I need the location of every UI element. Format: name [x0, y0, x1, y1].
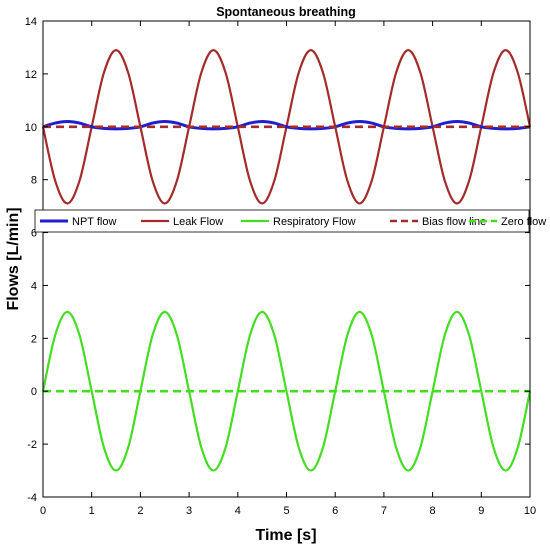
- legend-box: [34, 209, 530, 233]
- plot-frame: [42, 20, 531, 498]
- x-tick-label: 8: [430, 505, 436, 517]
- x-tick-label: 0: [40, 505, 46, 517]
- y-tick-label: 2: [31, 333, 37, 345]
- y-tick-label: 0: [31, 386, 37, 398]
- x-tick-label: 2: [137, 505, 143, 517]
- series-line-npt-flow: [42, 119, 531, 131]
- x-tick-label: 10: [524, 505, 536, 517]
- chart-title: Spontaneous breathing: [216, 5, 356, 19]
- x-axis: 0 1 2 3 4 5 6 7 8 9 10: [40, 21, 536, 517]
- legend-label-respiratory-flow: Respiratory Flow: [273, 216, 356, 228]
- y-tick-label: -4: [27, 492, 37, 504]
- y-axis: -4 -2 0 2 4 6 8 10 12 14: [25, 16, 530, 504]
- y-tick-label: 14: [25, 16, 37, 28]
- legend-label-npt-flow: NPT flow: [72, 216, 116, 228]
- x-tick-label: 5: [283, 505, 289, 517]
- y-axis-label: Flows [L/min]: [5, 207, 22, 310]
- y-tick-label: 8: [31, 175, 37, 187]
- y-tick-label: 6: [31, 228, 37, 240]
- x-tick-label: 6: [332, 505, 338, 517]
- y-tick-label: 10: [25, 122, 37, 134]
- legend-label-leak-flow: Leak Flow: [173, 216, 223, 228]
- legend: NPT flow Leak Flow Respiratory Flow Bias fl…: [34, 209, 550, 233]
- legend-label-zero-flow-line: Zero flow line: [501, 216, 550, 228]
- x-tick-label: 9: [478, 505, 484, 517]
- x-tick-label: 1: [89, 505, 95, 517]
- legend-label-bias-flow-line: Bias flow line: [422, 216, 486, 228]
- x-axis-label: Time [s]: [255, 527, 316, 544]
- y-tick-label: -2: [27, 439, 37, 451]
- x-tick-label: 3: [186, 505, 192, 517]
- x-tick-label: 4: [235, 505, 241, 517]
- plot-lines: [41, 48, 532, 472]
- y-tick-label: 4: [31, 280, 37, 292]
- y-tick-label: 12: [25, 69, 37, 81]
- series-line-respiratory-flow: [41, 310, 532, 472]
- x-tick-label: 7: [381, 505, 387, 517]
